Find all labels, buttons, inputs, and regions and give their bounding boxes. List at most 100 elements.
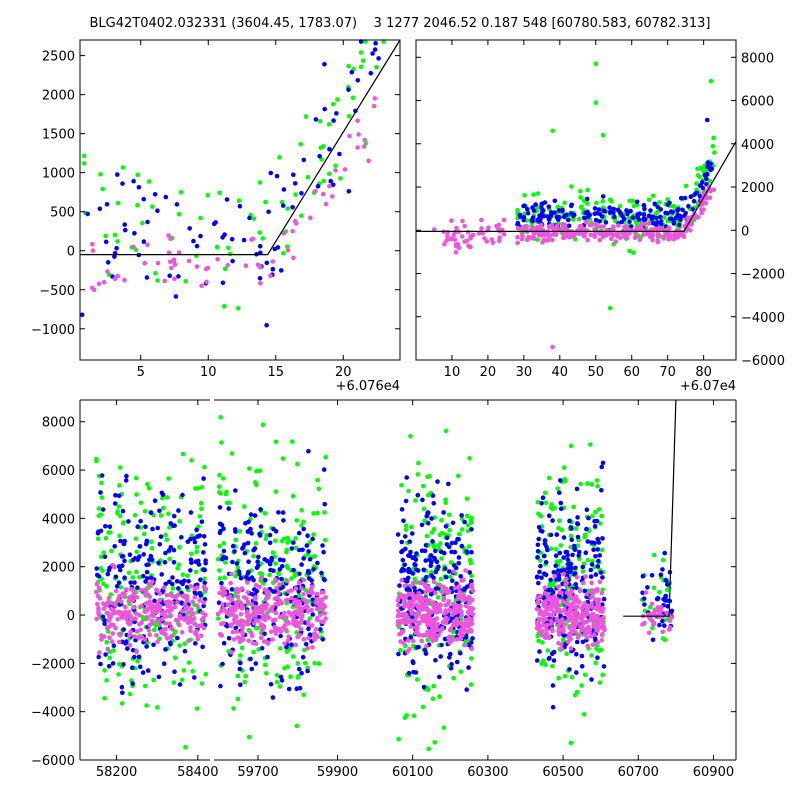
data-point <box>694 181 699 186</box>
data-point <box>429 623 434 628</box>
data-point <box>253 595 258 600</box>
data-point <box>257 533 263 538</box>
data-point <box>305 568 311 574</box>
data-point <box>626 215 632 221</box>
data-point <box>144 608 150 613</box>
data-point <box>116 493 122 499</box>
data-point <box>479 226 484 231</box>
data-point <box>150 526 155 532</box>
data-point <box>131 244 136 250</box>
data-point <box>194 629 199 634</box>
data-point <box>233 573 238 579</box>
data-point <box>247 466 252 471</box>
data-point <box>213 220 218 225</box>
data-point <box>148 553 154 559</box>
data-point <box>596 597 602 603</box>
data-point <box>430 637 435 643</box>
data-point <box>270 550 276 555</box>
data-point <box>531 208 537 213</box>
data-point <box>198 500 204 506</box>
data-point <box>548 595 553 600</box>
data-point <box>272 538 278 544</box>
data-point <box>191 238 196 244</box>
data-point <box>229 236 235 242</box>
data-point <box>654 220 660 225</box>
data-point <box>625 211 630 217</box>
data-point <box>591 547 596 553</box>
data-point <box>402 620 407 625</box>
data-point <box>119 701 125 706</box>
data-point <box>126 570 132 576</box>
data-point <box>495 226 501 232</box>
y-tick-label: −6000 <box>31 754 75 769</box>
data-point <box>665 202 671 207</box>
data-point <box>640 590 645 596</box>
data-point <box>218 683 223 689</box>
data-point <box>299 619 304 624</box>
data-point <box>412 618 417 624</box>
data-point <box>456 555 462 560</box>
data-point <box>205 192 210 198</box>
data-point <box>199 506 204 512</box>
data-point <box>273 561 278 566</box>
data-point <box>297 632 303 638</box>
data-point <box>117 483 122 488</box>
data-point <box>259 622 264 627</box>
data-point <box>151 642 156 648</box>
data-point <box>600 194 606 199</box>
data-point <box>641 203 647 208</box>
data-point <box>571 504 576 510</box>
data-point <box>592 233 597 238</box>
data-point <box>142 508 148 514</box>
data-point <box>565 557 571 563</box>
data-point <box>276 570 281 576</box>
data-point <box>167 259 173 265</box>
data-point <box>658 219 664 224</box>
data-point <box>542 585 548 590</box>
data-point <box>676 222 682 228</box>
data-point <box>301 519 306 525</box>
data-point <box>585 214 591 220</box>
data-point <box>306 549 311 554</box>
data-point <box>277 557 283 562</box>
data-point <box>201 476 206 481</box>
data-point <box>558 506 564 512</box>
data-point <box>588 574 594 579</box>
data-point <box>452 585 458 591</box>
data-point <box>469 515 474 521</box>
data-point <box>153 623 158 628</box>
data-point <box>258 507 263 512</box>
data-point <box>251 621 257 626</box>
data-point <box>280 584 286 590</box>
data-point <box>163 621 169 626</box>
data-point <box>251 577 256 583</box>
data-point <box>447 607 453 612</box>
data-point <box>284 547 290 553</box>
data-point <box>297 601 303 606</box>
data-point <box>107 655 112 661</box>
data-point <box>661 215 667 220</box>
data-point <box>299 191 304 196</box>
data-point <box>412 562 417 567</box>
data-point <box>192 594 198 600</box>
data-point <box>535 633 540 639</box>
data-point <box>141 531 147 537</box>
data-point <box>107 616 112 621</box>
data-point <box>226 245 231 251</box>
data-point <box>266 594 271 599</box>
data-point <box>641 212 647 217</box>
data-point <box>575 620 580 626</box>
data-point <box>469 573 474 579</box>
data-point <box>589 562 595 567</box>
data-point <box>267 561 273 567</box>
data-point <box>157 607 163 612</box>
data-point <box>539 575 544 580</box>
data-point <box>322 537 328 543</box>
data-point <box>447 589 452 594</box>
data-point <box>144 703 149 708</box>
data-point <box>125 646 130 651</box>
data-point <box>96 506 102 511</box>
data-point <box>355 78 361 83</box>
data-point <box>267 532 273 538</box>
data-point <box>219 556 225 562</box>
